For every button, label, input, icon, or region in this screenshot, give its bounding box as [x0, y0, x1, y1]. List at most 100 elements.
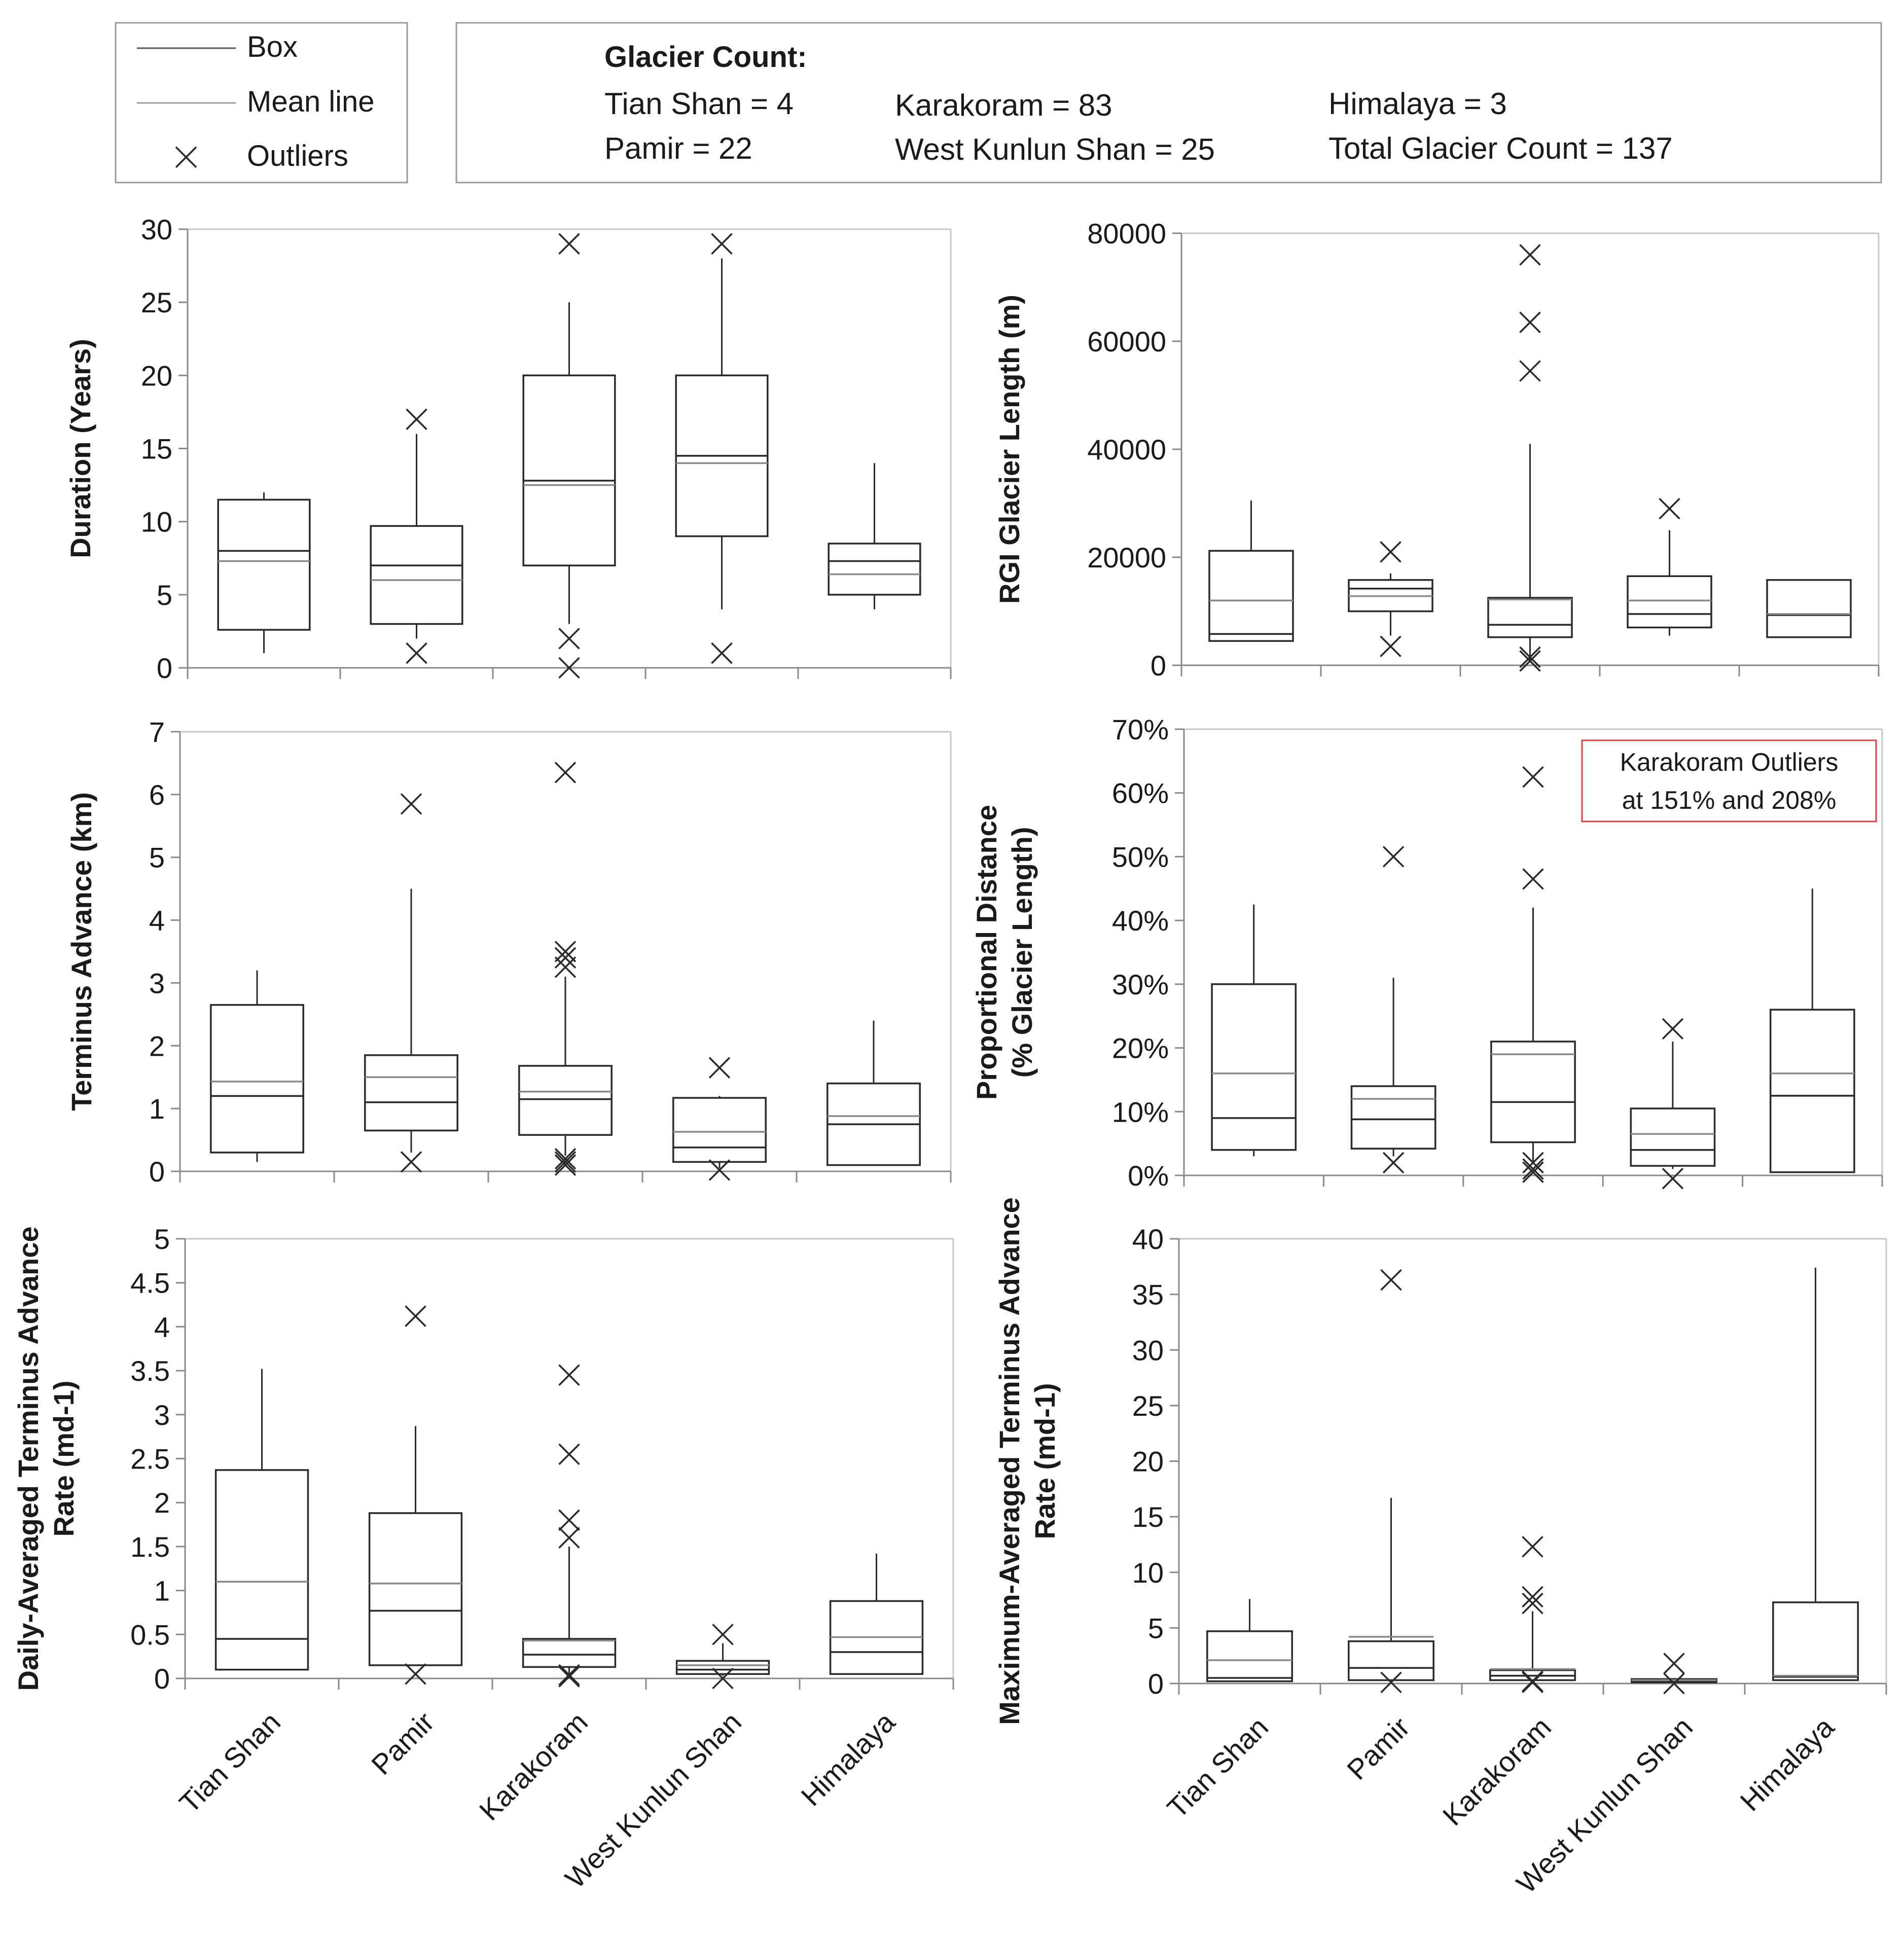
outlier-marker — [1519, 650, 1541, 672]
box-iqr — [1206, 1630, 1293, 1682]
count-west-kunlun: West Kunlun Shan = 25 — [895, 132, 1215, 166]
y-tick-label: 2.5 — [130, 1443, 170, 1475]
outlier-marker — [1662, 1018, 1684, 1040]
outlier-marker — [1663, 1672, 1685, 1695]
y-tick-label: 1.5 — [130, 1531, 170, 1563]
outlier-marker — [558, 657, 580, 679]
outlier-marker — [558, 1509, 580, 1531]
outlier-marker — [708, 1057, 731, 1079]
outlier-marker — [1522, 1586, 1543, 1608]
chart-max-rate: 0 5 10 15 20 25 30 35 40 Maximum-Averaged Terminu… — [993, 1197, 1887, 1900]
y-tick-label: 0.5 — [130, 1619, 170, 1651]
y-tick-label: 30 — [1132, 1334, 1164, 1366]
box-pamir — [1348, 1269, 1434, 1694]
outlier-marker — [558, 628, 580, 650]
y-tick-label: 3.5 — [130, 1355, 170, 1387]
box-west-kunlun-shan — [675, 233, 769, 664]
x-category-label: Pamir — [365, 1706, 440, 1781]
chart-duration: 0 5 10 15 20 25 30 Duration (Years) — [64, 213, 952, 684]
outlier-marker — [1522, 1671, 1543, 1694]
box-iqr — [1769, 1009, 1855, 1173]
chart-daily-rate: 0 0.5 1 1.5 2 2.5 3 3.5 4 4.5 5 Daily-Averaged Term… — [12, 1223, 954, 1894]
y-tick-label: 60% — [1112, 777, 1169, 809]
y-tick-label: 5 — [157, 579, 172, 611]
glacier-count-frame — [455, 22, 1882, 184]
box-himalaya — [1769, 888, 1855, 1173]
box-iqr — [1208, 550, 1294, 642]
y-tick-label: 3 — [149, 967, 165, 999]
outlier-marker — [554, 1148, 577, 1170]
outlier-marker — [712, 1667, 734, 1690]
y-tick-label: 40000 — [1087, 434, 1166, 465]
legend-frame — [115, 22, 408, 184]
y-tick-label: 10% — [1112, 1096, 1169, 1128]
box-karakoram — [1487, 244, 1573, 672]
y-tick-label: 0 — [154, 1663, 170, 1695]
y-tick-label: 15 — [1132, 1501, 1164, 1533]
box-iqr — [1350, 1085, 1436, 1150]
y-tick-label: 0 — [1151, 650, 1166, 682]
box-tian-shan — [210, 970, 304, 1162]
y-tick-label: 5 — [154, 1223, 170, 1255]
box-tian-shan — [1206, 1599, 1293, 1682]
y-tick-label: 15 — [141, 433, 172, 465]
outlier-marker — [1382, 1152, 1405, 1174]
box-karakoram — [522, 1364, 617, 1688]
outlier-marker — [712, 1624, 734, 1645]
outlier-marker — [554, 1151, 577, 1173]
y-tick-label: 30 — [141, 213, 172, 245]
box-west-kunlun-shan — [672, 1057, 767, 1181]
y-tick-label: 4.5 — [130, 1267, 170, 1299]
box-himalaya — [1772, 1268, 1859, 1681]
y-axis-title: Proportional Distance — [971, 805, 1002, 1100]
outlier-marker — [1519, 311, 1541, 333]
outlier-marker — [405, 1305, 426, 1327]
outlier-marker — [554, 947, 577, 969]
box-west-kunlun-shan — [1627, 497, 1712, 636]
outlier-marker — [1522, 766, 1544, 788]
outlier-marker — [1380, 1671, 1402, 1694]
y-tick-label: 0 — [157, 652, 172, 684]
box-iqr — [1490, 1041, 1576, 1143]
box-iqr — [364, 1054, 458, 1132]
outlier-marker — [558, 1664, 580, 1686]
box-iqr — [522, 1638, 617, 1668]
outlier-marker — [554, 941, 577, 962]
outlier-marker — [406, 408, 427, 431]
y-tick-label: 25 — [141, 286, 172, 318]
chart-proportional-distance: 0% 10% 20% 30% 40% 50% 60% 70% Proportional Dist… — [971, 713, 1883, 1192]
y-tick-label: 7 — [149, 716, 165, 748]
outlier-marker — [1662, 1168, 1684, 1190]
box-pamir — [1350, 846, 1436, 1174]
box-iqr — [672, 1097, 767, 1163]
chart-rgi-length: 0 20000 40000 60000 80000 RGI Glacier Length … — [993, 218, 1880, 682]
outlier-marker — [1519, 360, 1541, 382]
count-tian-shan: Tian Shan = 4 — [604, 87, 794, 121]
y-tick-label: 20% — [1112, 1032, 1169, 1064]
box-iqr — [675, 1660, 770, 1675]
x-category-label: Karakoram — [473, 1706, 594, 1826]
y-tick-label: 1 — [154, 1575, 170, 1607]
outlier-marker — [400, 1151, 422, 1173]
box-iqr — [370, 525, 463, 625]
y-tick-label: 0 — [1148, 1668, 1164, 1700]
chart-terminus-advance: 0 1 2 3 4 5 6 7 Terminus Advance (km) — [65, 716, 952, 1188]
count-himalaya: Himalaya = 3 — [1328, 87, 1507, 121]
outlier-marker — [1522, 1152, 1544, 1174]
glacier-count-box: Glacier Count: Tian Shan = 4 Karakoram =… — [455, 22, 1882, 184]
x-category-label: Himalaya — [795, 1705, 901, 1812]
y-tick-label: 40 — [1132, 1223, 1164, 1255]
y-tick-label: 30% — [1112, 969, 1169, 1000]
outlier-marker — [558, 233, 580, 255]
y-tick-label: 0 — [149, 1156, 165, 1188]
y-tick-label: 4 — [154, 1311, 170, 1343]
outlier-marker — [1522, 1161, 1544, 1183]
y-axis-title: Rate (md-1) — [1029, 1383, 1061, 1539]
y-tick-label: 5 — [1148, 1612, 1164, 1644]
y-tick-label: 20 — [141, 360, 172, 391]
y-axis-title: Duration (Years) — [64, 339, 96, 558]
outlier-marker — [405, 1663, 426, 1685]
y-tick-label: 10 — [141, 506, 172, 538]
y-axis-title: Daily-Averaged Terminus Advance — [12, 1226, 44, 1691]
outlier-marker — [554, 762, 577, 783]
